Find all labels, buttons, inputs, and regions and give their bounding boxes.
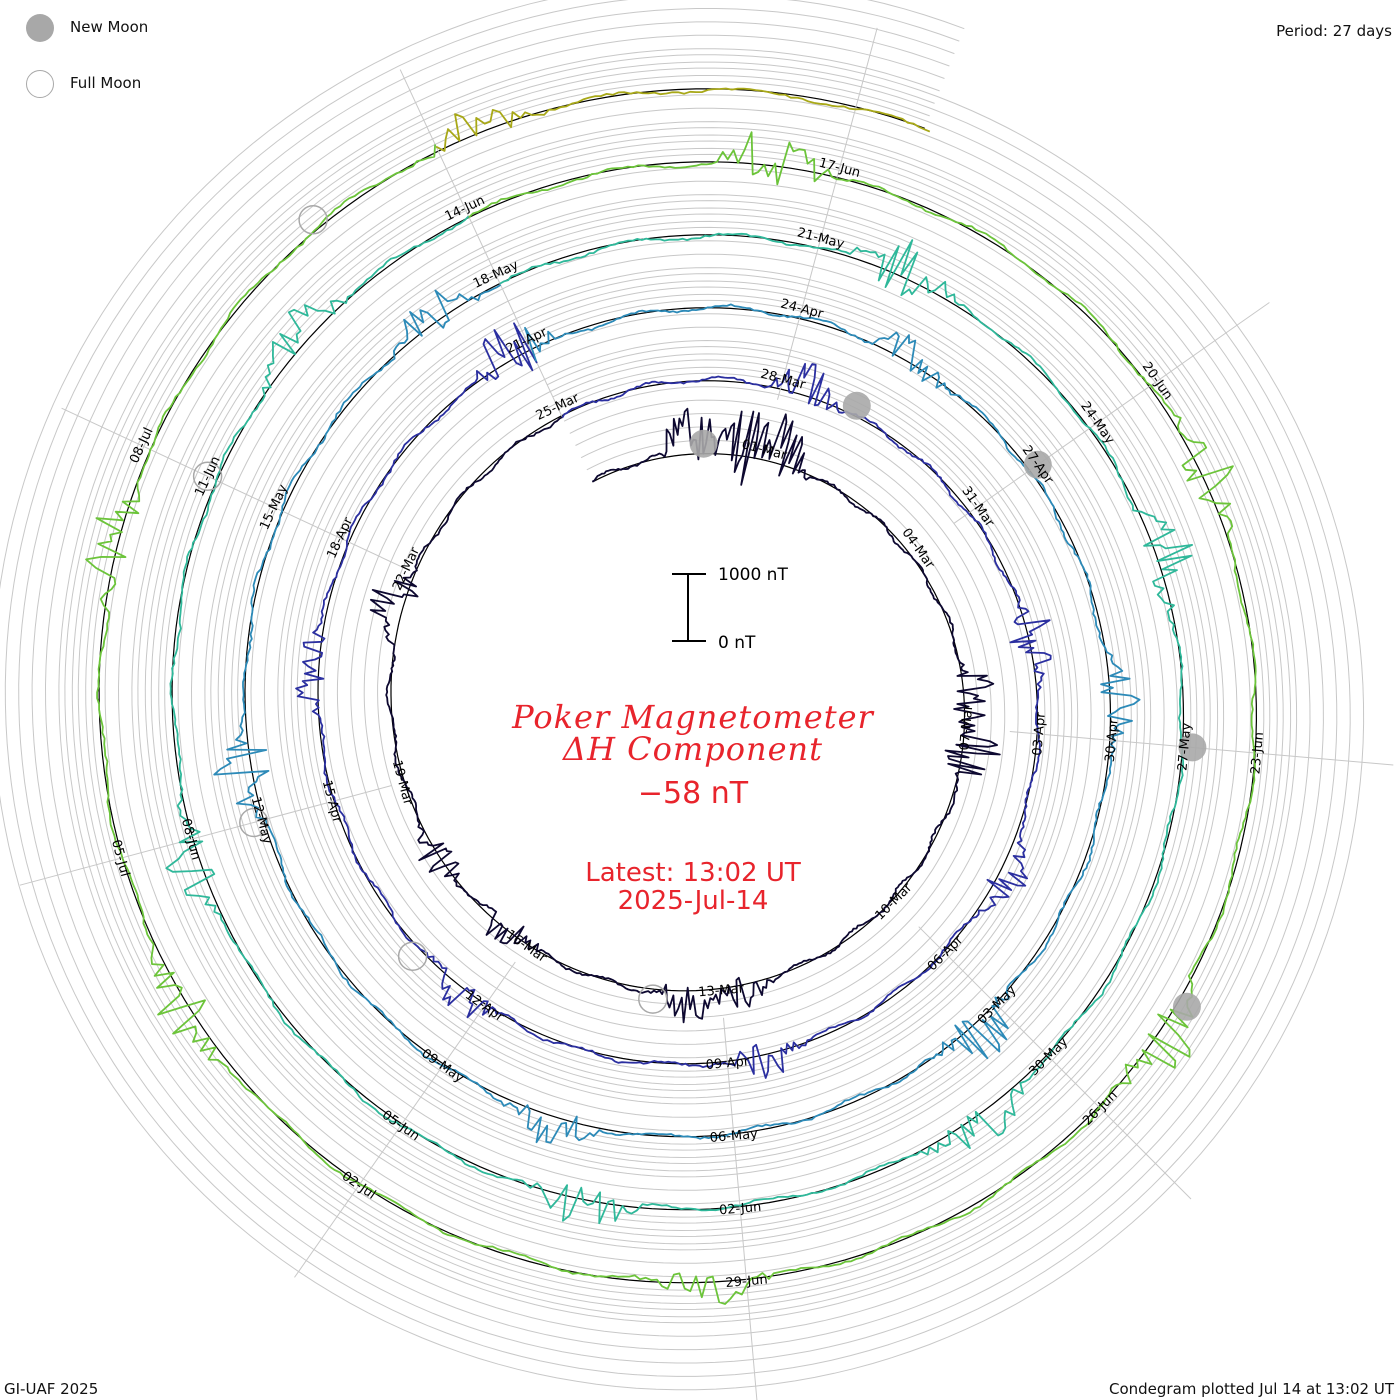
date-label: 30-Apr <box>1103 717 1122 762</box>
date-label: 27-May <box>1175 722 1194 772</box>
radial-line <box>19 785 392 886</box>
radial-line <box>61 407 411 572</box>
trace-rotation-2 <box>295 322 1052 1079</box>
date-label: 02-Jul <box>339 1169 378 1203</box>
date-label: 09-May <box>418 1046 466 1086</box>
trace-rotation-1 <box>369 407 1001 1024</box>
date-label: 02-Jun <box>718 1200 761 1219</box>
date-label: 23-Jun <box>1248 731 1267 774</box>
scale-bar-bottom-label: 0 nT <box>718 633 756 653</box>
spiral-grid <box>0 0 1365 1391</box>
new-moon-icon <box>26 14 54 42</box>
radial-line <box>953 302 1270 524</box>
full-moon-marker <box>298 205 328 235</box>
date-label: 25-Mar <box>534 390 582 423</box>
grid-spiral <box>71 61 1284 1311</box>
date-label: 07-Mar <box>957 704 976 752</box>
date-label: 29-Jun <box>725 1272 768 1291</box>
scale-bar-top-label: 1000 nT <box>718 565 788 585</box>
grid-spiral <box>31 21 1324 1351</box>
grid-spiral <box>58 48 1298 1324</box>
period-label: Period: 27 days <box>1276 22 1392 40</box>
chart-title-line1: Poker Magnetometer <box>512 698 874 736</box>
scale-bar: 1000 nT 0 nT <box>672 565 788 653</box>
grid-spiral <box>18 8 1338 1364</box>
new-moon-marker <box>1172 992 1201 1021</box>
trace-rotation-4 <box>165 215 1193 1225</box>
date-label: 03-Apr <box>1030 711 1049 756</box>
date-label: 13-Mar <box>698 981 746 1000</box>
current-value: −58 nT <box>637 776 749 811</box>
moon-phase-markers <box>192 205 1207 1021</box>
date-label: 06-May <box>709 1127 759 1146</box>
chart-title-line2: ΔH Component <box>562 730 824 768</box>
trace-rotation-6 <box>435 87 931 152</box>
date-label: 09-Apr <box>705 1054 750 1073</box>
full-moon-label: Full Moon <box>70 74 142 92</box>
radial-line <box>294 961 516 1278</box>
radial-line <box>723 1017 758 1400</box>
new-moon-marker <box>842 391 871 420</box>
grid-spiral <box>44 34 1311 1337</box>
new-moon-label: New Moon <box>70 18 149 36</box>
footer-credit: GI-UAF 2025 <box>4 1380 99 1398</box>
date-label: 17-Jun <box>817 156 862 181</box>
radial-line <box>777 27 878 400</box>
grid-spiral <box>4 0 1351 1377</box>
new-moon-marker <box>1023 450 1052 479</box>
full-moon-icon <box>26 70 54 98</box>
date-label: 20-Jun <box>1139 360 1176 403</box>
new-moon-marker <box>1178 733 1207 762</box>
full-moon-marker <box>192 461 223 492</box>
full-moon-marker <box>239 807 269 838</box>
trace-rotation-5 <box>85 131 1257 1305</box>
radial-line <box>918 926 1192 1200</box>
grid-spiral <box>85 75 1271 1297</box>
grid-spiral <box>0 0 1365 1391</box>
full-moon-marker <box>397 941 428 971</box>
date-label: 16-Mar <box>503 927 550 966</box>
footer-plot-time: Condegram plotted Jul 14 at 13:02 UT <box>1108 1380 1394 1398</box>
magnetometer-trace <box>85 87 1257 1305</box>
trace-rotation-3 <box>213 284 1141 1144</box>
full-moon-marker <box>638 984 668 1014</box>
new-moon-marker <box>689 429 718 458</box>
latest-date: 2025-Jul-14 <box>617 886 769 916</box>
latest-time: Latest: 13:02 UT <box>585 858 801 888</box>
